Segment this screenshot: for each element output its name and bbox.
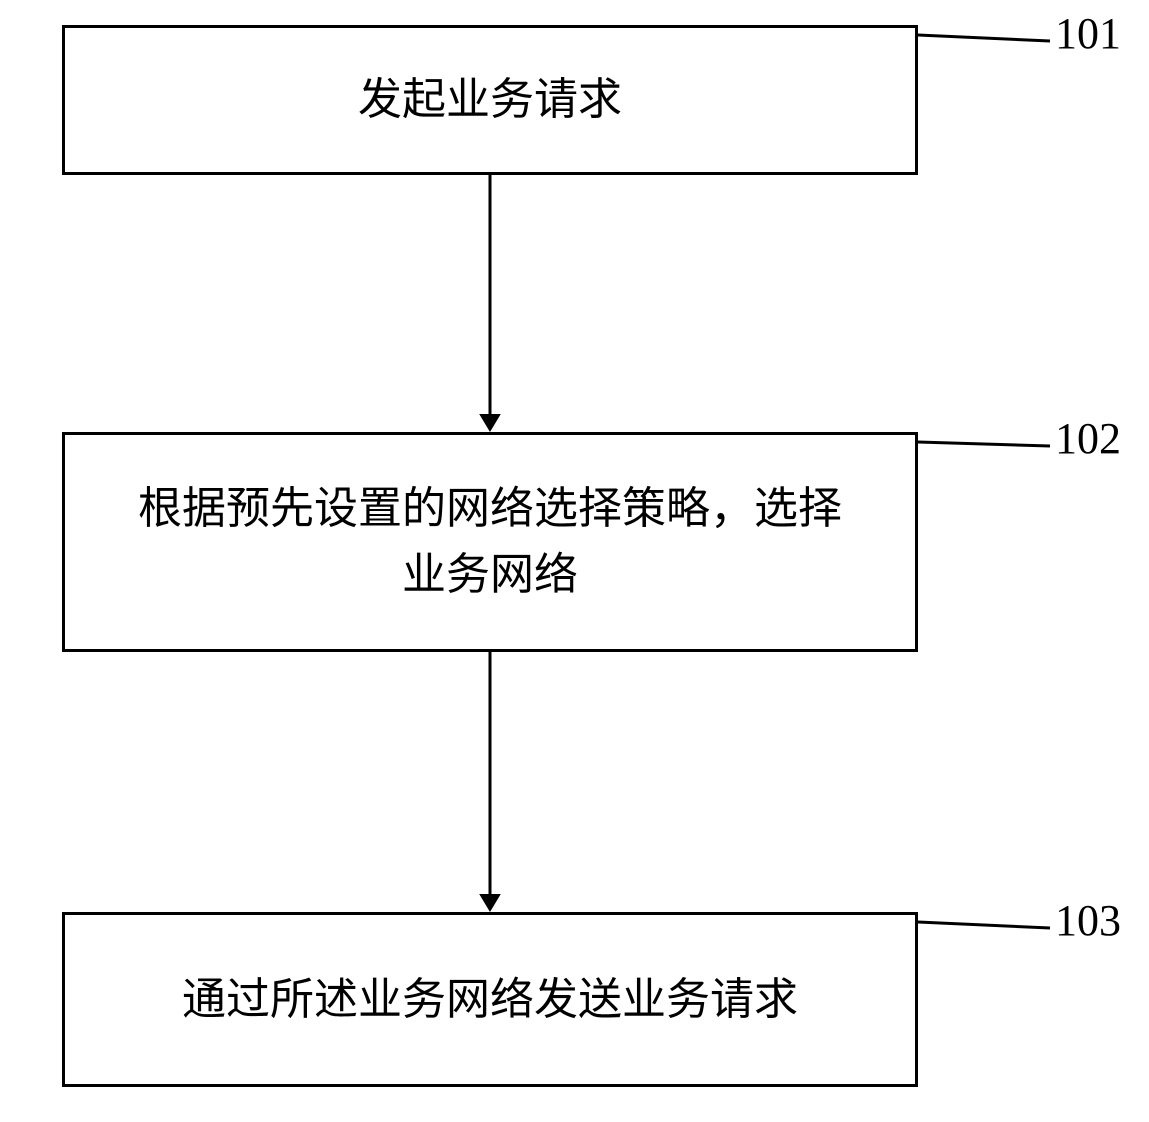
- flow-node-n3: 通过所述业务网络发送业务请求: [62, 912, 918, 1087]
- flow-node-text: 通过所述业务网络发送业务请求: [162, 967, 818, 1033]
- flow-node-label: 103: [1055, 895, 1121, 946]
- arrowhead-icon: [479, 414, 501, 432]
- flow-node-n2: 根据预先设置的网络选择策略，选择 业务网络: [62, 432, 918, 652]
- flow-node-n1: 发起业务请求: [62, 25, 918, 175]
- leader-line: [918, 922, 1050, 928]
- flow-node-label: 102: [1055, 413, 1121, 464]
- flow-node-text: 发起业务请求: [338, 67, 642, 133]
- flow-node-text: 根据预先设置的网络选择策略，选择 业务网络: [118, 476, 862, 608]
- flowchart-canvas: 发起业务请求 101 根据预先设置的网络选择策略，选择 业务网络 102 通过所述业务网…: [0, 0, 1149, 1122]
- leader-line: [918, 35, 1050, 41]
- flow-node-label: 101: [1055, 8, 1121, 59]
- arrowhead-icon: [479, 894, 501, 912]
- leader-line: [918, 442, 1050, 446]
